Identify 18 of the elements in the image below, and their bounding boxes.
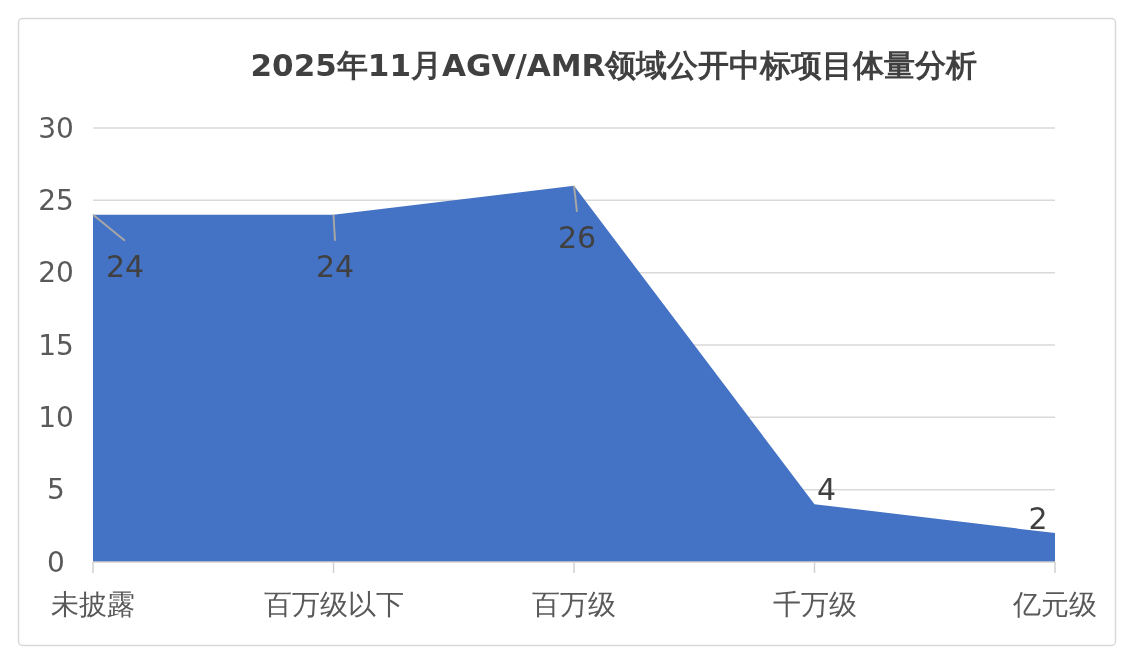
x-tick-label: 未披露	[51, 588, 135, 621]
x-tick-label: 亿元级	[1012, 588, 1097, 621]
data-label: 24	[105, 249, 145, 285]
x-tick-label: 百万级以下	[263, 588, 404, 621]
data-label: 2	[1028, 500, 1048, 536]
chart-title: 2025年11月AGV/AMR领域公开中标项目体量分析	[250, 47, 978, 83]
y-tick-label: 30	[38, 111, 74, 145]
x-tick-label: 千万级	[772, 588, 857, 621]
data-label: 24	[315, 249, 355, 285]
y-tick-label: 10	[38, 401, 74, 435]
y-tick-label: 5	[47, 473, 65, 507]
data-label: 4	[816, 471, 837, 507]
y-tick-label: 15	[38, 328, 74, 362]
data-label: 26	[557, 220, 597, 256]
y-tick-label: 25	[38, 184, 74, 218]
y-tick-label: 0	[47, 545, 65, 579]
x-tick-label: 百万级	[532, 588, 616, 621]
y-tick-label: 20	[38, 256, 74, 290]
